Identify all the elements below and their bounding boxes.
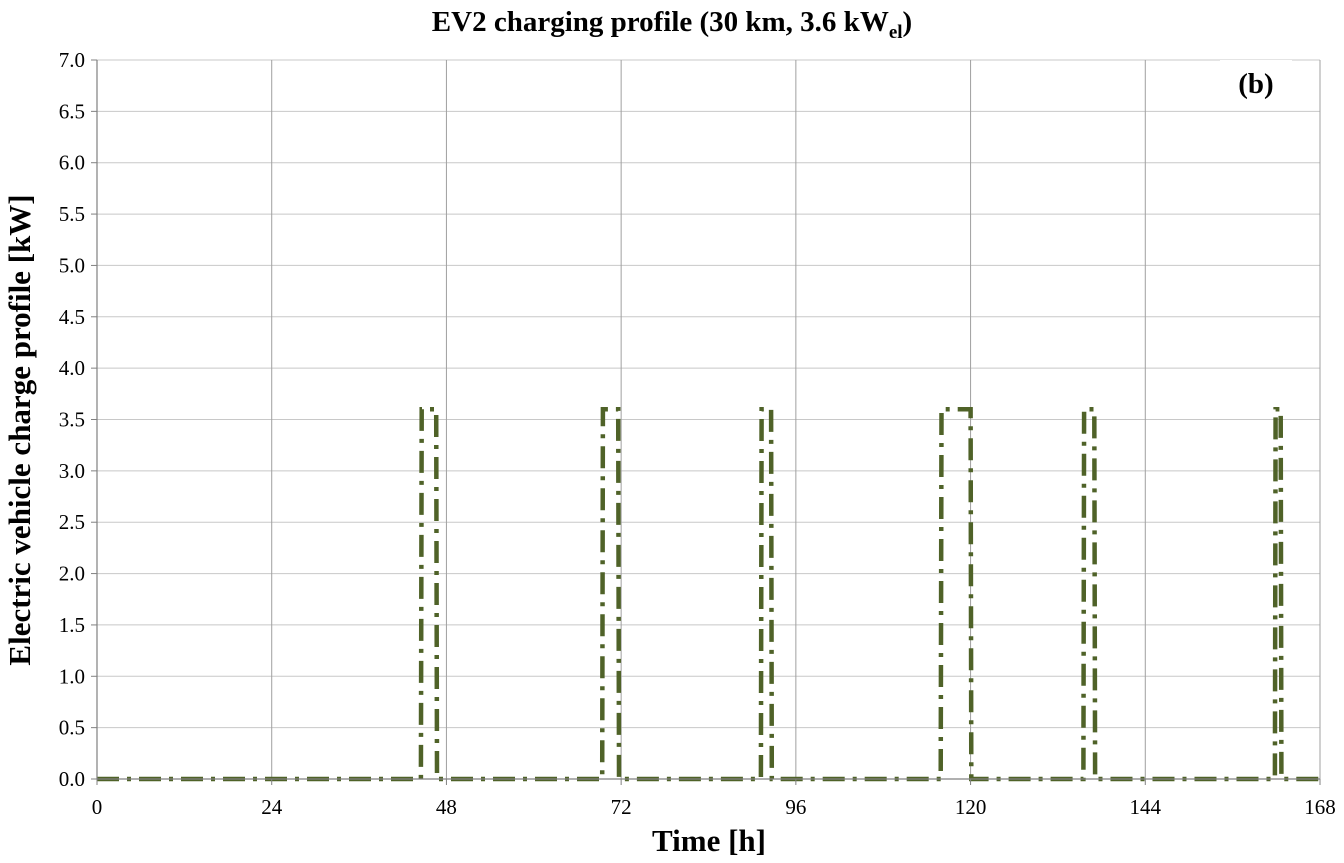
y-axis-label: Electric vehicle charge profile [kW] xyxy=(2,194,37,665)
y-tick-label: 5.5 xyxy=(59,202,85,226)
y-tick-label: 6.5 xyxy=(59,99,85,123)
x-tick-label: 144 xyxy=(1130,795,1162,819)
grid xyxy=(97,59,1321,779)
axes xyxy=(91,59,1321,785)
x-tick-label: 72 xyxy=(611,795,632,819)
chart-title-subscript: el xyxy=(889,22,903,43)
y-tick-label: 2.0 xyxy=(59,562,85,586)
x-tick-label: 48 xyxy=(436,795,457,819)
y-tick-label: 5.0 xyxy=(59,253,85,277)
x-axis-label: Time [h] xyxy=(652,823,766,858)
y-tick-label: 3.5 xyxy=(59,408,85,432)
chart-title-main: EV2 charging profile (30 km, 3.6 kW xyxy=(432,6,889,38)
x-tick-label: 96 xyxy=(785,795,806,819)
x-tick-label: 0 xyxy=(92,795,103,819)
y-tick-label: 1.0 xyxy=(59,664,85,688)
y-tick-labels: 0.0 0.5 1.0 1.5 2.0 2.5 3.0 3.5 4.0 4.5 5.0 5.5 6.0 6… xyxy=(59,48,85,791)
y-tick-label: 2.5 xyxy=(59,510,85,534)
y-tick-label: 7.0 xyxy=(59,48,85,72)
series-line xyxy=(97,406,1320,782)
y-tick-label: 0.0 xyxy=(59,767,85,791)
chart-title-end: ) xyxy=(903,6,913,38)
panel-label-box xyxy=(1220,60,1292,108)
x-tick-label: 24 xyxy=(261,795,283,819)
y-tick-label: 4.5 xyxy=(59,305,85,329)
x-tick-labels: 0 24 48 72 96 120 144 168 xyxy=(92,795,1336,819)
y-tick-label: 4.0 xyxy=(59,356,85,380)
y-tick-label: 6.0 xyxy=(59,151,85,175)
y-tick-label: 1.5 xyxy=(59,613,85,637)
x-tick-label: 120 xyxy=(955,795,987,819)
panel-label: (b) xyxy=(1238,68,1273,100)
y-tick-label: 3.0 xyxy=(59,459,85,483)
chart-title: EV2 charging profile (30 km, 3.6 kWel) xyxy=(432,6,912,43)
x-tick-label: 168 xyxy=(1304,795,1336,819)
y-tick-label: 0.5 xyxy=(59,716,85,740)
series-layer xyxy=(97,406,1320,782)
